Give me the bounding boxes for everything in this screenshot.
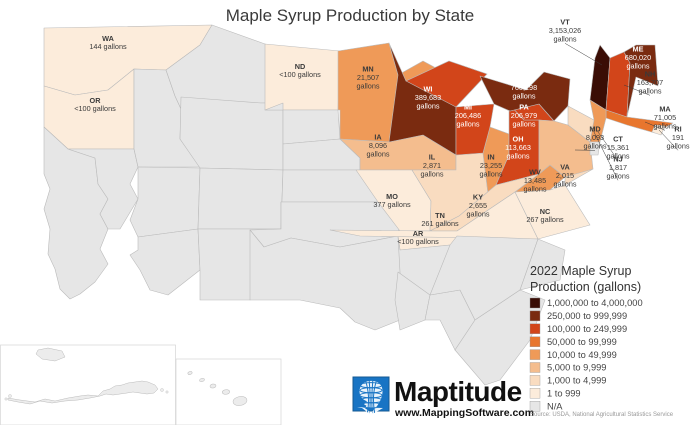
svg-text:2022 Maple Syrup: 2022 Maple Syrup xyxy=(530,264,632,278)
svg-text:5,000 to 9,999: 5,000 to 9,999 xyxy=(547,363,606,373)
svg-text:1,000,000 to 4,000,000: 1,000,000 to 4,000,000 xyxy=(547,298,643,308)
svg-text:1,000 to 4,999: 1,000 to 4,999 xyxy=(547,376,606,386)
svg-text:50,000 to 99,999: 50,000 to 99,999 xyxy=(547,337,617,347)
svg-text:250,000 to 999,999: 250,000 to 999,999 xyxy=(547,311,627,321)
svg-text:Production (gallons): Production (gallons) xyxy=(530,280,641,294)
svg-text:N/A: N/A xyxy=(547,401,563,411)
svg-text:10,000 to 49,999: 10,000 to 49,999 xyxy=(547,350,617,360)
svg-text:100,000 to 249,999: 100,000 to 249,999 xyxy=(547,324,627,334)
svg-text:1 to 999: 1 to 999 xyxy=(547,389,581,399)
